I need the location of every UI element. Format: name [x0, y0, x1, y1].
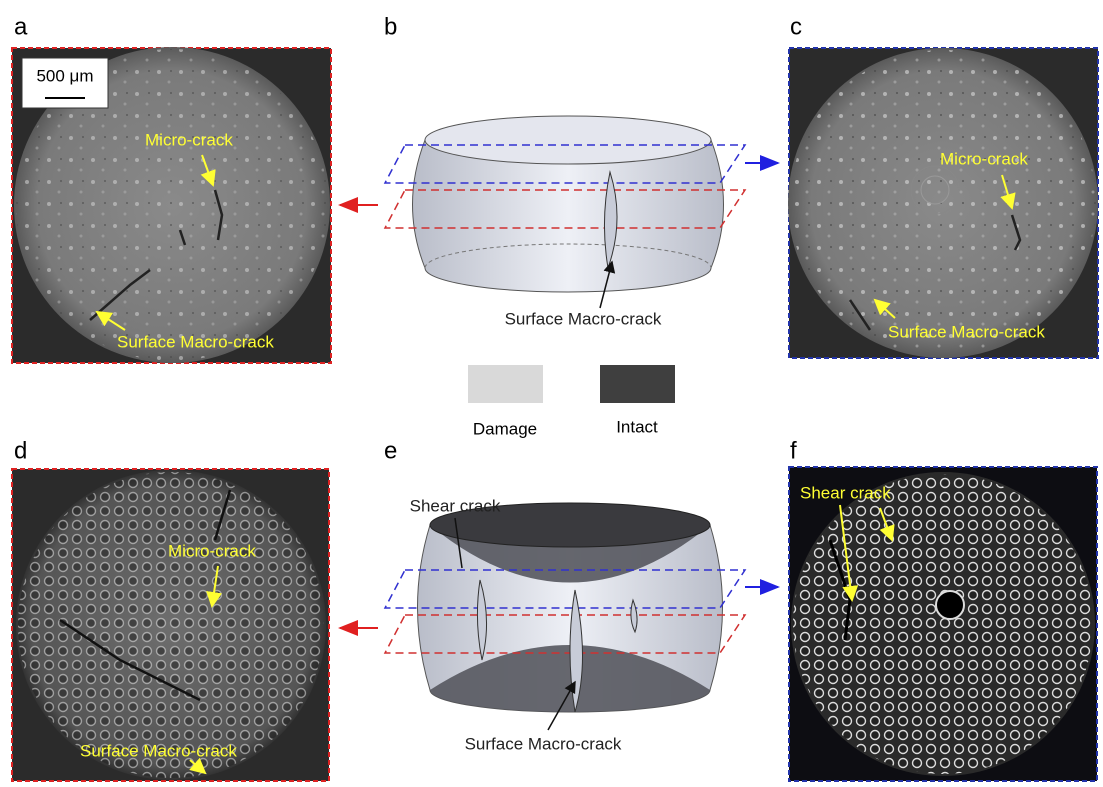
annotation: Surface Macro-crack — [888, 322, 1045, 341]
panel-letter: e — [384, 437, 397, 464]
annotation: Micro-crack — [168, 541, 256, 560]
legend-swatch — [600, 365, 675, 403]
panel-letter: a — [14, 13, 28, 40]
panel-letter: d — [14, 437, 27, 464]
ct-image-d — [12, 469, 329, 781]
annotation: Surface Macro-crack — [80, 741, 237, 760]
cylinder-diagram-b — [340, 116, 778, 308]
legend-swatch — [468, 365, 543, 403]
panel-letter: c — [790, 13, 802, 40]
annotation: Micro-crack — [145, 130, 233, 149]
ct-image-c — [788, 48, 1098, 358]
annotation: Shear crack — [410, 496, 501, 515]
panel-letter: b — [384, 13, 397, 40]
cylinder-diagram-e — [340, 503, 778, 730]
ct-image-f — [789, 467, 1097, 781]
annotation: Surface Macro-crack — [465, 734, 622, 753]
legend-label: Damage — [473, 419, 537, 438]
annotation: Shear crack — [800, 483, 891, 502]
annotation: Surface Macro-crack — [505, 309, 662, 328]
legend: Damage Intact — [468, 365, 675, 438]
annotation: Micro-crack — [940, 149, 1028, 168]
panel-letter: f — [790, 437, 797, 464]
legend-label: Intact — [616, 417, 658, 436]
scale-bar-label: 500 μm — [36, 66, 93, 85]
annotation: Surface Macro-crack — [117, 332, 274, 351]
scale-bar: 500 μm — [22, 58, 108, 108]
figure: a b c d e f 500 μm Micro-crack Surface M… — [0, 0, 1103, 787]
